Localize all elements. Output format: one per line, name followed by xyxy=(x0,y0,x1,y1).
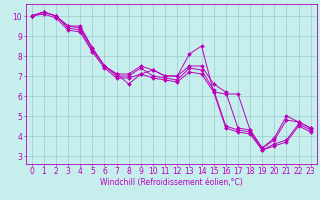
X-axis label: Windchill (Refroidissement éolien,°C): Windchill (Refroidissement éolien,°C) xyxy=(100,178,243,187)
